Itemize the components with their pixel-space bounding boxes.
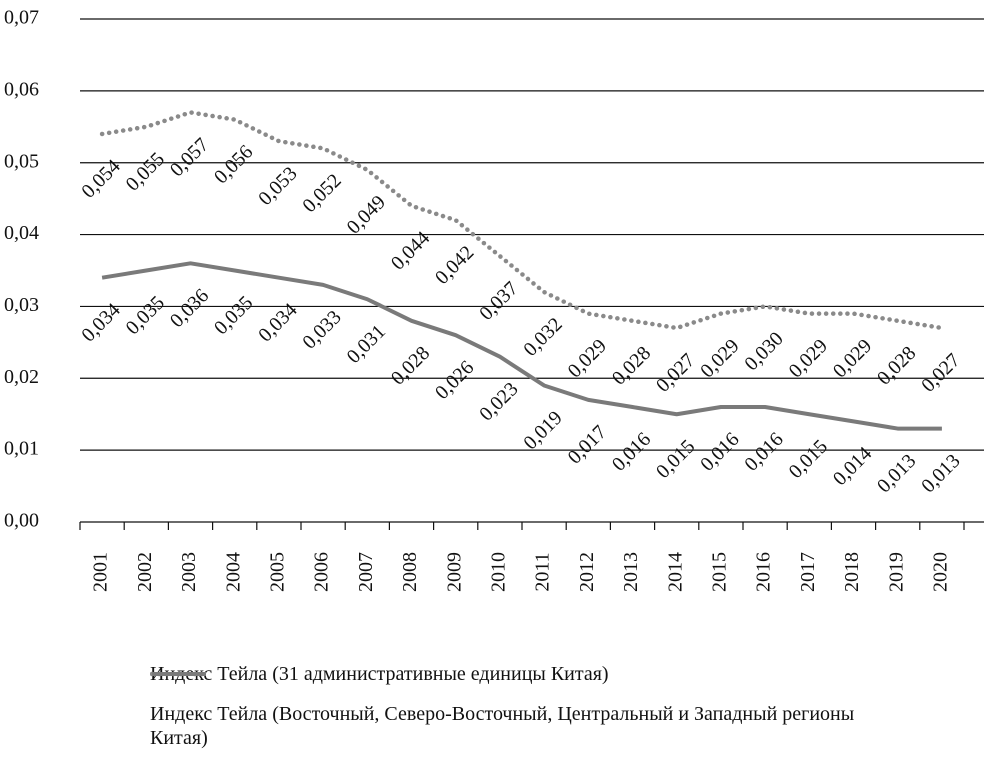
- y-tick-label: 0,07: [4, 7, 39, 29]
- y-tick-label: 0,03: [4, 294, 39, 316]
- x-tick-label: 2008: [399, 552, 421, 592]
- data-label: 0,026: [431, 356, 478, 403]
- data-label: 0,049: [343, 191, 390, 238]
- data-label: 0,029: [696, 335, 743, 382]
- x-tick-label: 2011: [532, 552, 554, 591]
- data-label: 0,016: [696, 428, 743, 475]
- x-tick-label: 2003: [178, 552, 200, 592]
- data-label: 0,053: [254, 162, 301, 209]
- x-tick-label: 2017: [797, 552, 819, 592]
- y-tick-label: 0,05: [4, 150, 39, 172]
- data-label: 0,030: [740, 328, 787, 375]
- data-label: 0,015: [652, 436, 699, 483]
- data-label: 0,035: [210, 292, 257, 339]
- x-tick-label: 2009: [443, 552, 465, 592]
- data-label: 0,028: [873, 342, 920, 389]
- data-label: 0,016: [608, 428, 655, 475]
- x-tick-label: 2020: [929, 552, 951, 592]
- data-label: 0,028: [387, 342, 434, 389]
- x-tick-label: 2015: [708, 552, 730, 592]
- data-label: 0,035: [122, 292, 169, 339]
- data-label: 0,029: [564, 335, 611, 382]
- y-tick-label: 0,00: [4, 510, 39, 532]
- x-tick-label: 2010: [487, 552, 509, 592]
- x-tick-label: 2004: [222, 552, 244, 592]
- legend: Индекс Тейла (31 административные единиц…: [150, 662, 870, 766]
- data-label: 0,019: [519, 407, 566, 454]
- x-tick-label: 2001: [90, 552, 112, 592]
- x-tick-label: 2012: [576, 552, 598, 592]
- x-tick-label: 2002: [134, 552, 156, 592]
- data-label: 0,029: [785, 335, 832, 382]
- data-label: 0,013: [873, 450, 920, 497]
- data-label: 0,015: [785, 436, 832, 483]
- y-tick-label: 0,04: [4, 222, 39, 244]
- data-label: 0,055: [122, 148, 169, 195]
- legend-label: Индекс Тейла (31 административные единиц…: [150, 663, 609, 685]
- series-line: [99, 110, 945, 331]
- data-label: 0,056: [210, 141, 257, 188]
- data-label: 0,027: [652, 349, 699, 396]
- data-label: 0,032: [519, 313, 566, 360]
- data-label: 0,029: [829, 335, 876, 382]
- x-tick-label: 2007: [355, 552, 377, 592]
- data-label: 0,052: [298, 170, 345, 217]
- data-label: 0,036: [166, 285, 213, 332]
- y-tick-label: 0,02: [4, 366, 39, 388]
- data-label: 0,057: [166, 134, 213, 181]
- data-label: 0,027: [917, 349, 964, 396]
- data-label: 0,031: [343, 321, 390, 368]
- series-line: [101, 261, 942, 431]
- legend-swatch: [152, 672, 206, 676]
- y-tick-label: 0,01: [4, 438, 39, 460]
- chart: 0,00 0,01 0,02 0,03 0,04 0,05 0,06 0,07 2001 2002…: [4, 7, 984, 592]
- x-tick-label: 2014: [664, 552, 686, 592]
- x-tick-label: 2018: [841, 552, 863, 592]
- data-label: 0,037: [475, 277, 522, 324]
- x-tick-label: 2013: [620, 552, 642, 592]
- y-tick-label: 0,06: [4, 78, 39, 100]
- data-label: 0,013: [917, 450, 964, 497]
- x-tick-label: 2019: [885, 552, 907, 592]
- data-label: 0,042: [431, 242, 478, 289]
- legend-item: Индекс Тейла (31 административные единиц…: [150, 662, 870, 686]
- legend-item: Индекс Тейла (Восточный, Северо-Восточны…: [150, 672, 870, 750]
- data-label: 0,023: [475, 378, 522, 425]
- data-label: 0,033: [298, 306, 345, 353]
- x-tick-label: 2005: [266, 552, 288, 592]
- data-label: 0,016: [740, 428, 787, 475]
- x-tick-label: 2006: [311, 552, 333, 592]
- data-label: 0,017: [564, 421, 611, 468]
- legend-label: Индекс Тейла (Восточный, Северо-Восточны…: [150, 703, 855, 749]
- x-tick-label: 2016: [753, 552, 775, 592]
- data-label: 0,028: [608, 342, 655, 389]
